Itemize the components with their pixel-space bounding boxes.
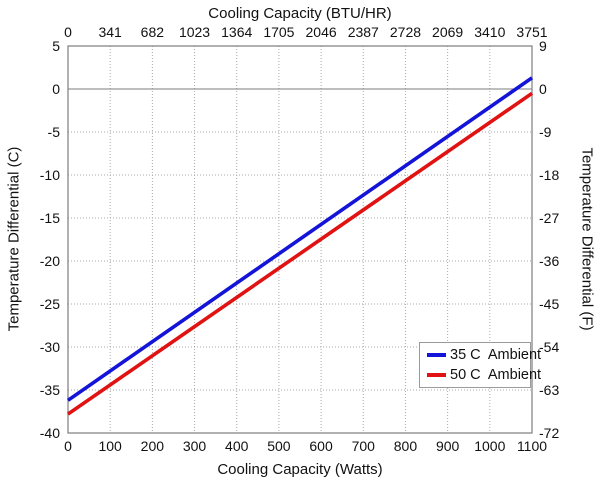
- right-axis-tick: -63: [539, 382, 560, 398]
- top-axis-tick: 2728: [389, 24, 422, 40]
- top-axis-tick: 682: [140, 24, 165, 40]
- bottom-axis-tick: 300: [182, 438, 207, 454]
- top-axis-tick: 3410: [474, 24, 506, 40]
- right-axis-tick: -45: [539, 296, 560, 312]
- series-line-50c: [66, 91, 534, 416]
- top-axis-tick: 1023: [178, 24, 211, 40]
- top-axis-tick: 1705: [263, 24, 295, 40]
- bottom-axis-tick: 400: [225, 438, 249, 454]
- top-axis-tick: 0: [64, 24, 72, 40]
- right-axis-title: Temperature Differential (F): [578, 147, 596, 331]
- bottom-axis-tick: 100: [98, 438, 122, 454]
- bottom-axis-tick: 900: [435, 438, 460, 454]
- plot-border: [67, 45, 533, 434]
- bottom-axis-tick: 200: [140, 438, 165, 454]
- left-axis-tick: 5: [52, 38, 60, 54]
- right-axis-tick: -9: [539, 124, 552, 140]
- bottom-axis-tick: 600: [309, 438, 333, 454]
- top-axis-tick: 3751: [516, 24, 548, 40]
- bottom-axis-tick: 0: [64, 438, 72, 454]
- right-axis-tick: -72: [539, 425, 560, 441]
- left-axis-tick: -15: [39, 210, 60, 226]
- bottom-axis-tick: 1100: [516, 438, 548, 454]
- left-axis-tick: 0: [52, 81, 60, 97]
- bottom-axis-tick: 700: [351, 438, 375, 454]
- top-axis-tick: 2387: [347, 24, 379, 40]
- top-axis-tick: 2069: [432, 24, 464, 40]
- right-axis-tick: -54: [539, 339, 560, 355]
- legend-swatch-35c: [427, 353, 446, 358]
- top-axis-tick: 1364: [221, 24, 253, 40]
- legend-item-35c-ambient: 35 C Ambient: [420, 347, 541, 363]
- right-axis-tick: -36: [539, 253, 560, 269]
- legend-label-35c: 35 C Ambient: [450, 347, 542, 364]
- top-axis-tick: 341: [98, 24, 122, 40]
- legend-swatch-50c: [427, 372, 446, 377]
- top-axis-title: Cooling Capacity (BTU/HR): [208, 5, 392, 22]
- left-axis-tick: -40: [39, 425, 60, 441]
- bottom-axis-tick: 800: [393, 438, 418, 454]
- legend-label-50c: 50 C Ambient: [450, 366, 542, 383]
- bottom-axis-tick: 500: [267, 438, 291, 454]
- right-axis-tick: 9: [539, 38, 547, 54]
- right-axis-tick: -18: [539, 167, 560, 183]
- left-axis-tick: -20: [39, 253, 60, 269]
- left-axis-tick: -10: [39, 167, 60, 183]
- left-axis-tick: -25: [39, 296, 60, 312]
- left-axis-tick: -35: [39, 382, 60, 398]
- left-axis-tick: -5: [47, 124, 60, 140]
- top-axis-tick: 2046: [305, 24, 337, 40]
- series-line-35c: [66, 76, 534, 402]
- legend: 35 C Ambient 50 C Ambient: [419, 342, 541, 388]
- left-axis-tick: -30: [39, 339, 60, 355]
- bottom-axis-tick: 1000: [474, 438, 506, 454]
- legend-item-50c-ambient: 50 C Ambient: [420, 367, 541, 383]
- right-axis-tick: -27: [539, 210, 560, 226]
- right-axis-tick: 0: [539, 81, 547, 97]
- bottom-axis-title: Cooling Capacity (Watts): [217, 461, 383, 478]
